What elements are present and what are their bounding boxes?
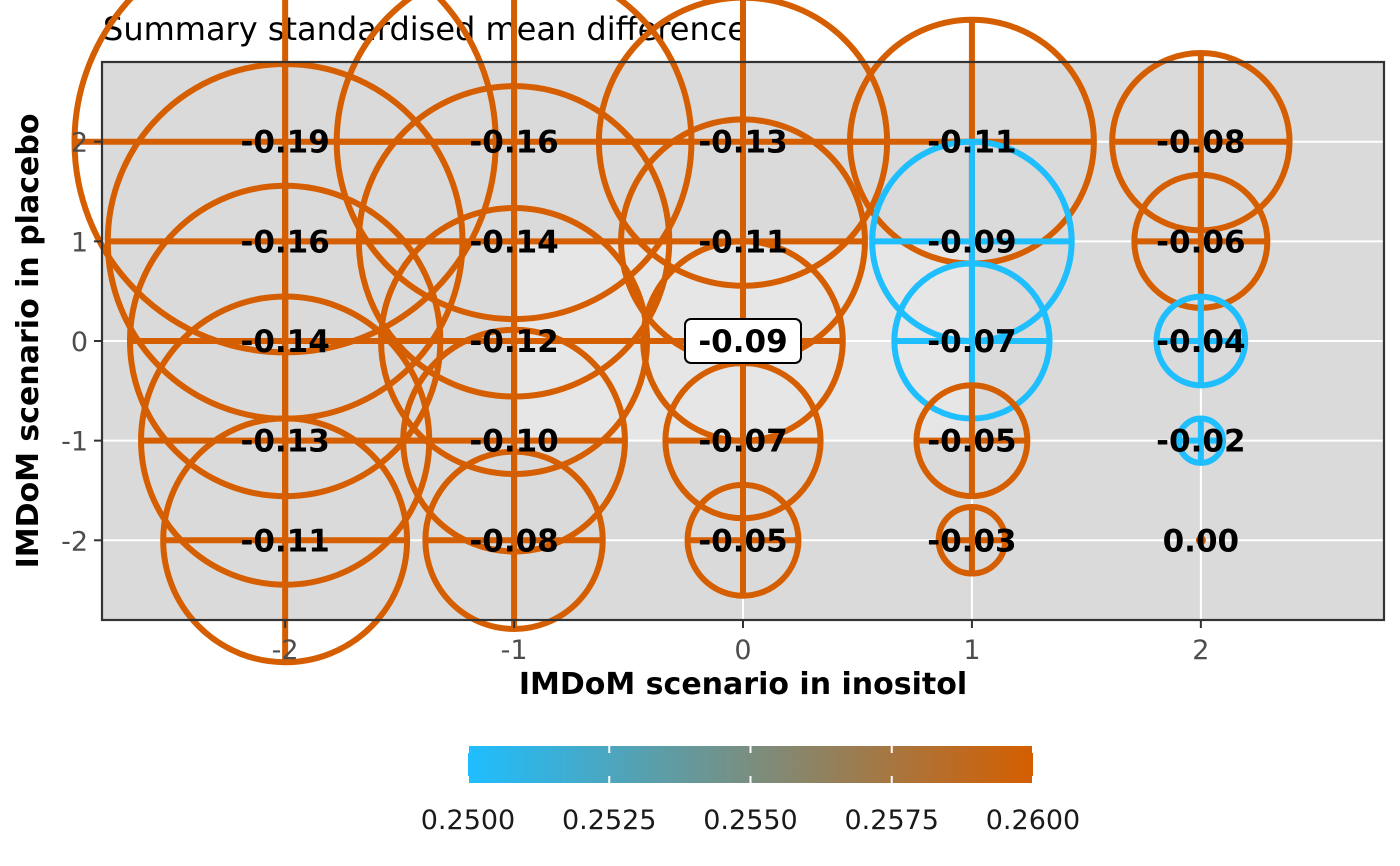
x-axis: -2 -1 0 1 2 [272, 620, 1209, 666]
data-label: -0.14 [469, 224, 558, 260]
legend-tick-label: 0.2525 [562, 805, 656, 836]
data-label: -0.05 [698, 523, 787, 559]
data-label: -0.16 [240, 224, 329, 260]
data-label: -0.04 [1156, 324, 1245, 360]
y-tick-label: 0 [71, 327, 88, 358]
data-label: -0.06 [1156, 224, 1245, 260]
x-tick-label: -1 [501, 635, 528, 666]
data-label: -0.09 [698, 324, 787, 360]
data-label: -0.13 [698, 125, 787, 161]
data-label: -0.12 [469, 324, 558, 360]
data-label: -0.11 [240, 523, 329, 559]
data-label: -0.05 [927, 424, 1016, 460]
data-label: -0.07 [698, 424, 787, 460]
data-point [422, 448, 606, 632]
x-tick-label: -2 [272, 635, 299, 666]
data-point [1175, 415, 1227, 466]
data-point [160, 415, 411, 666]
data-point [1153, 293, 1249, 389]
data-label: -0.10 [469, 424, 558, 460]
data-point [1195, 535, 1206, 546]
legend-tick-label: 0.2550 [703, 805, 797, 836]
y-tick-label: -2 [61, 526, 88, 557]
y-axis: 2 1 0 -1 -2 [61, 128, 102, 557]
data-label: -0.16 [469, 125, 558, 161]
data-label: -0.07 [927, 324, 1016, 360]
data-label: -0.13 [240, 424, 329, 460]
data-label: -0.11 [927, 125, 1016, 161]
point-marker [1195, 535, 1206, 546]
data-label: -0.08 [469, 523, 558, 559]
x-axis-title: IMDoM scenario in inositol [519, 667, 967, 702]
legend-tick-label: 0.2575 [845, 805, 939, 836]
y-axis-title: IMDoM scenario in placebo [11, 114, 46, 569]
legend-tick-label: 0.2600 [986, 805, 1080, 836]
data-point [935, 504, 1009, 577]
y-tick-label: 2 [71, 128, 88, 159]
data-label: -0.14 [240, 324, 329, 360]
data-label: -0.02 [1156, 424, 1245, 460]
data-label: 0.00 [1163, 523, 1240, 559]
data-label: -0.19 [240, 125, 329, 161]
x-tick-label: 0 [734, 635, 751, 666]
data-label: -0.03 [927, 523, 1016, 559]
color-legend: 0.2500 0.2525 0.2550 0.2575 0.2600 [421, 746, 1080, 836]
y-tick-label: -1 [61, 427, 88, 458]
data-label: -0.08 [1156, 125, 1245, 161]
x-tick-label: 2 [1192, 635, 1209, 666]
data-label: -0.09 [927, 224, 1016, 260]
data-marks: -0.19 -0.16 -0.13 -0.11 -0.08 -0.16 -0.14 -0.11… [71, 0, 1293, 666]
data-label: -0.11 [698, 224, 787, 260]
x-tick-label: 1 [963, 635, 980, 666]
highlight-label-box [684, 318, 802, 364]
data-point [684, 481, 802, 599]
data-point [913, 382, 1031, 500]
y-tick-label: 1 [71, 227, 88, 258]
legend-tick-label: 0.2500 [421, 805, 515, 836]
